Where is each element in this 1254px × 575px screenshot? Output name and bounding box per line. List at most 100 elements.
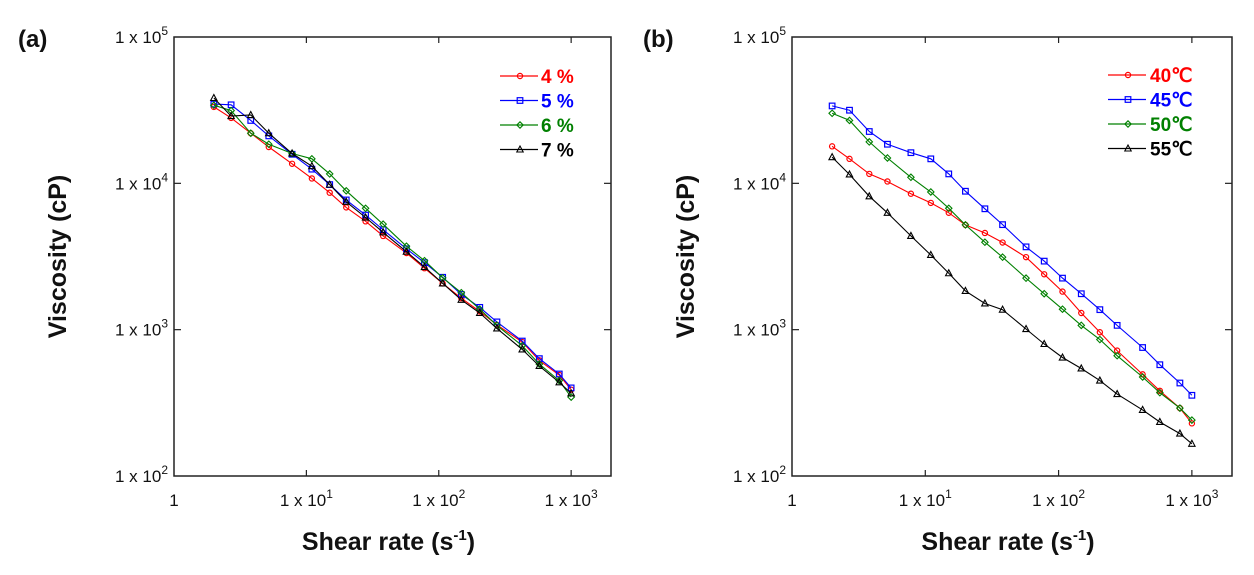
- tick-label-exponent: 3: [591, 487, 598, 501]
- tick-label-base: 1 x 10: [899, 491, 945, 510]
- data-point-square: [962, 187, 969, 195]
- x-tick-label: 1 x 101: [899, 487, 952, 510]
- data-point-circle: [1041, 271, 1048, 278]
- data-point-diamond: [1095, 335, 1104, 344]
- legend-entry: 7 %: [500, 141, 574, 162]
- data-point-diamond: [227, 106, 236, 115]
- data-point-diamond: [264, 140, 273, 149]
- legend-label: 4 %: [541, 67, 574, 88]
- data-point-circle: [1188, 420, 1196, 427]
- data-point-circle: [981, 229, 989, 237]
- data-point-triangle: [342, 197, 351, 205]
- y-tick-label: 1 x 104: [733, 170, 786, 193]
- tick-label-exponent: 4: [779, 170, 786, 184]
- y-axis-title: Viscosity (cP): [672, 175, 700, 339]
- data-point-triangle: [555, 377, 564, 386]
- tick-label-exponent: 2: [161, 463, 168, 477]
- data-point-circle: [1124, 71, 1132, 79]
- data-point-triangle: [307, 161, 316, 170]
- data-point-square: [1040, 257, 1048, 265]
- legend-entry: 50℃: [1108, 115, 1192, 136]
- tick-label-base: 1 x 10: [280, 491, 326, 510]
- tick-label-exponent: 1: [945, 487, 952, 501]
- tick-label-exponent: 4: [161, 170, 168, 184]
- tick-label-exponent: 2: [459, 487, 466, 501]
- data-point-triangle: [361, 212, 370, 221]
- series-2: [828, 109, 1196, 425]
- data-point-diamond: [961, 220, 970, 229]
- data-point-diamond: [845, 116, 854, 125]
- tick-label-base: 1 x 10: [733, 467, 779, 486]
- data-point-triangle: [420, 262, 429, 271]
- data-point-square: [1139, 344, 1147, 351]
- data-point-diamond: [379, 220, 388, 229]
- data-point-square: [1176, 379, 1184, 387]
- y-tick-label: 1 x 105: [115, 24, 168, 47]
- tick-label-exponent: 5: [779, 24, 786, 38]
- x-tick-label: 1 x 102: [1032, 487, 1085, 510]
- data-point-triangle: [492, 323, 502, 332]
- data-point-circle: [927, 199, 935, 207]
- tick-label-base: 1 x 10: [733, 174, 779, 193]
- data-point-square: [1022, 243, 1030, 251]
- tick-label-base: 1: [169, 491, 178, 510]
- tick-label-exponent: 2: [779, 463, 786, 477]
- data-point-diamond: [535, 360, 544, 369]
- series-1: [828, 102, 1196, 399]
- legend-label: 45℃: [1150, 91, 1192, 112]
- series-3: [828, 152, 1196, 447]
- series-line: [213, 103, 572, 389]
- data-point-square: [1188, 391, 1196, 399]
- x-axis-title-exponent: -1: [453, 527, 466, 544]
- tick-label-base: 1 x 10: [1165, 491, 1211, 510]
- data-point-triangle: [1113, 389, 1122, 398]
- data-point-square: [907, 149, 915, 157]
- data-point-triangle: [944, 268, 953, 277]
- data-point-square: [1124, 96, 1132, 103]
- data-point-circle: [308, 175, 316, 182]
- tick-label-base: 1 x 10: [115, 28, 161, 47]
- series-0: [828, 143, 1196, 427]
- data-point-diamond: [209, 101, 218, 110]
- series-3: [209, 93, 576, 397]
- legend-entry: 40℃: [1108, 66, 1192, 87]
- y-tick-label: 1 x 103: [733, 317, 786, 340]
- data-point-square: [516, 97, 524, 104]
- data-point-circle: [945, 209, 952, 216]
- data-point-triangle: [1040, 339, 1049, 348]
- data-point-diamond: [828, 109, 837, 118]
- legend-label: 6 %: [541, 116, 574, 137]
- y-tick-label: 1 x 102: [115, 463, 168, 486]
- data-point-diamond: [883, 154, 892, 162]
- x-axis-title-text: Shear rate (s: [921, 528, 1072, 556]
- data-point-triangle: [515, 144, 525, 153]
- data-point-diamond: [1077, 321, 1086, 330]
- data-point-circle: [907, 190, 915, 197]
- data-point-triangle: [567, 388, 576, 397]
- x-axis-title-exponent: -1: [1073, 527, 1086, 544]
- data-point-diamond: [926, 187, 935, 196]
- data-point-triangle: [1175, 428, 1185, 437]
- data-point-circle: [516, 72, 524, 80]
- data-point-circle: [362, 218, 369, 225]
- legend-entry: 6 %: [500, 116, 574, 137]
- data-point-triangle: [828, 152, 837, 161]
- tick-label-base: 1 x 10: [115, 467, 161, 486]
- data-point-triangle: [883, 208, 892, 216]
- data-point-diamond: [325, 169, 334, 178]
- data-point-square: [1059, 274, 1066, 282]
- x-axis-title-close: ): [1086, 528, 1094, 556]
- tick-label-exponent: 3: [779, 317, 786, 331]
- tick-label-base: 1 x 10: [412, 491, 458, 510]
- data-point-diamond: [944, 204, 953, 213]
- x-axis-title-close: ): [467, 528, 475, 556]
- tick-label-exponent: 5: [161, 24, 168, 38]
- data-point-diamond: [1058, 305, 1067, 314]
- data-point-diamond: [865, 137, 874, 146]
- legend-entry: 5 %: [500, 92, 574, 113]
- data-point-triangle: [980, 298, 990, 307]
- legend-entry: 45℃: [1108, 91, 1192, 112]
- series-line: [831, 156, 1193, 445]
- legend-label: 55℃: [1150, 140, 1192, 161]
